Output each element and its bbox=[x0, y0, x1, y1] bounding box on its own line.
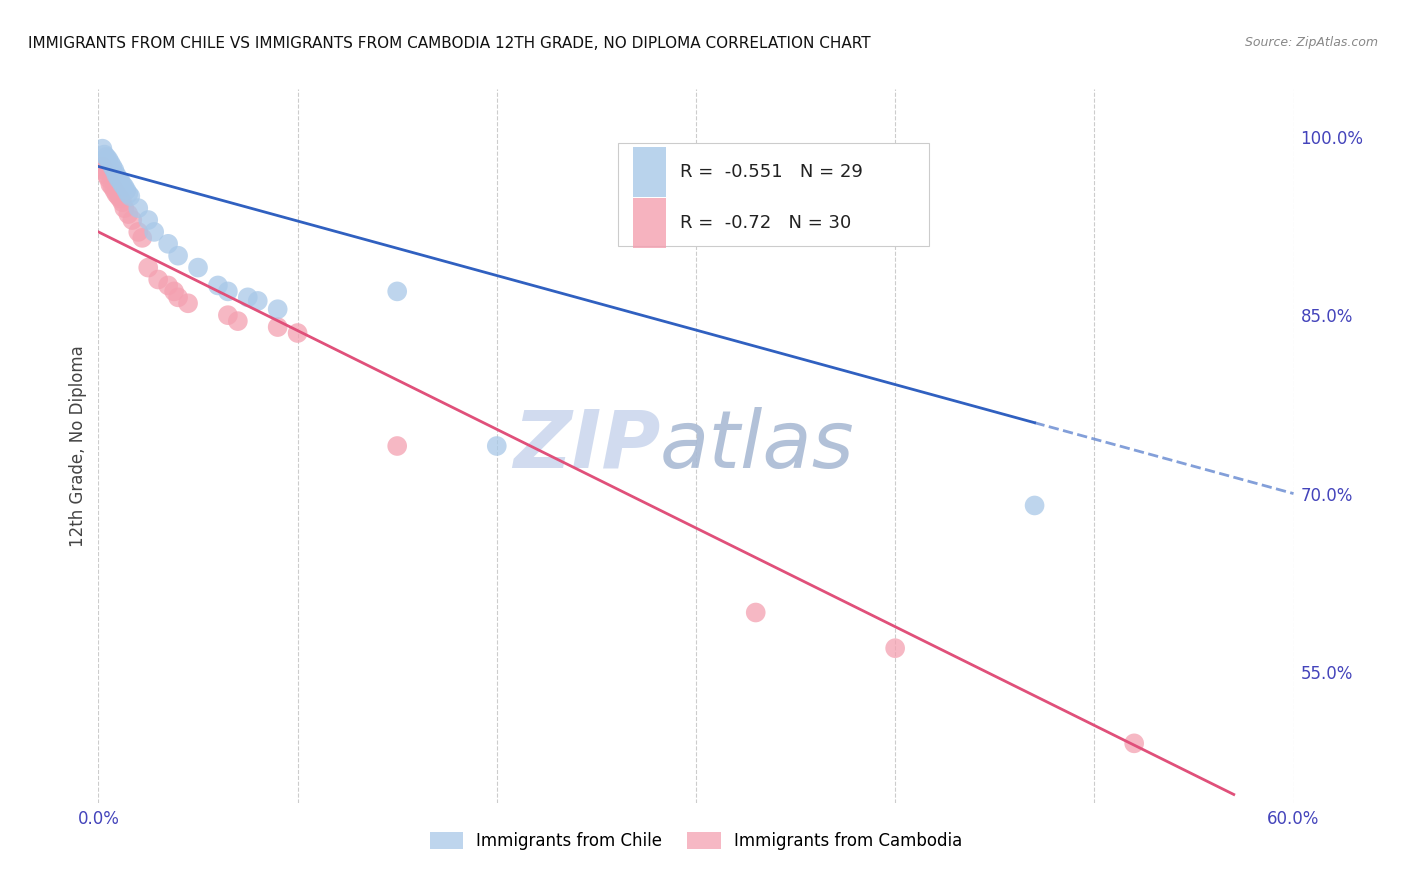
Point bbox=[105, 168, 128, 182]
Point bbox=[112, 201, 135, 215]
Point bbox=[745, 606, 768, 620]
Bar bbox=[633, 146, 666, 196]
Text: Source: ZipAtlas.com: Source: ZipAtlas.com bbox=[1244, 36, 1378, 49]
Point bbox=[187, 260, 209, 275]
Bar bbox=[633, 198, 666, 248]
Bar bbox=[619, 143, 929, 246]
Text: R =  -0.72   N = 30: R = -0.72 N = 30 bbox=[681, 214, 852, 233]
Point bbox=[117, 207, 139, 221]
Y-axis label: 12th Grade, No Diploma: 12th Grade, No Diploma bbox=[69, 345, 87, 547]
Point bbox=[101, 160, 124, 174]
Point bbox=[217, 308, 239, 322]
Legend: Immigrants from Chile, Immigrants from Cambodia: Immigrants from Chile, Immigrants from C… bbox=[422, 824, 970, 859]
Point bbox=[101, 179, 124, 194]
Point bbox=[121, 213, 143, 227]
Point bbox=[136, 213, 159, 227]
Point bbox=[217, 285, 239, 299]
Point bbox=[226, 314, 249, 328]
Point bbox=[1024, 499, 1046, 513]
Point bbox=[884, 641, 907, 656]
Point bbox=[167, 249, 190, 263]
Point bbox=[385, 285, 409, 299]
Point bbox=[91, 142, 114, 156]
Point bbox=[287, 326, 309, 340]
Point bbox=[157, 278, 180, 293]
Point bbox=[127, 225, 149, 239]
Point bbox=[207, 278, 229, 293]
Point bbox=[103, 163, 125, 178]
Point bbox=[98, 156, 122, 170]
Point bbox=[111, 178, 134, 192]
Point bbox=[96, 150, 118, 164]
Point bbox=[93, 147, 115, 161]
Point bbox=[97, 171, 120, 186]
Text: ZIP: ZIP bbox=[513, 407, 661, 485]
Point bbox=[485, 439, 508, 453]
Point bbox=[163, 285, 186, 299]
Point bbox=[117, 186, 139, 201]
Point bbox=[93, 163, 115, 178]
Point bbox=[385, 439, 409, 453]
Text: R =  -0.551   N = 29: R = -0.551 N = 29 bbox=[681, 162, 863, 181]
Point bbox=[115, 183, 138, 197]
Point bbox=[136, 260, 159, 275]
Point bbox=[246, 293, 269, 308]
Point bbox=[148, 272, 170, 286]
Point bbox=[267, 320, 290, 334]
Point bbox=[96, 168, 118, 182]
Point bbox=[111, 195, 134, 210]
Point bbox=[177, 296, 200, 310]
Point bbox=[105, 186, 128, 201]
Point bbox=[167, 290, 190, 304]
Text: atlas: atlas bbox=[661, 407, 855, 485]
Text: IMMIGRANTS FROM CHILE VS IMMIGRANTS FROM CAMBODIA 12TH GRADE, NO DIPLOMA CORRELA: IMMIGRANTS FROM CHILE VS IMMIGRANTS FROM… bbox=[28, 36, 870, 51]
Point bbox=[143, 225, 166, 239]
Point bbox=[103, 183, 125, 197]
Point bbox=[131, 231, 153, 245]
Point bbox=[236, 290, 259, 304]
Point bbox=[98, 178, 122, 192]
Point bbox=[91, 160, 114, 174]
Point bbox=[1123, 736, 1146, 750]
Point bbox=[157, 236, 180, 251]
Point bbox=[120, 189, 142, 203]
Point bbox=[110, 192, 132, 206]
Point bbox=[267, 302, 290, 317]
Point bbox=[127, 201, 149, 215]
Point bbox=[110, 174, 132, 188]
Point bbox=[107, 171, 129, 186]
Point bbox=[97, 153, 120, 167]
Point bbox=[112, 179, 135, 194]
Point bbox=[107, 189, 129, 203]
